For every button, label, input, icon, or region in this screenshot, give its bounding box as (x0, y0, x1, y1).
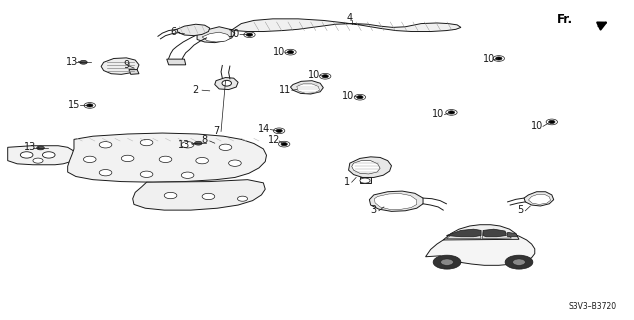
Circle shape (448, 111, 455, 114)
Circle shape (159, 156, 172, 163)
Circle shape (276, 129, 282, 132)
Polygon shape (202, 32, 231, 42)
Polygon shape (167, 59, 186, 65)
Circle shape (140, 140, 153, 146)
Circle shape (121, 155, 134, 162)
Polygon shape (290, 81, 323, 94)
Text: 13: 13 (66, 57, 78, 67)
Text: 6: 6 (170, 28, 176, 37)
Text: 10: 10 (531, 121, 543, 131)
Circle shape (42, 152, 55, 158)
Polygon shape (101, 58, 139, 74)
Polygon shape (8, 146, 74, 165)
Circle shape (433, 255, 461, 269)
Text: 15: 15 (68, 100, 80, 110)
Polygon shape (483, 229, 507, 237)
Circle shape (287, 51, 294, 54)
Text: 14: 14 (258, 124, 270, 134)
Circle shape (164, 192, 177, 199)
Text: 10: 10 (482, 54, 495, 64)
Polygon shape (425, 230, 534, 265)
Circle shape (181, 172, 194, 178)
Polygon shape (215, 77, 238, 90)
Text: 10: 10 (432, 109, 444, 119)
Circle shape (219, 144, 232, 150)
Polygon shape (297, 84, 320, 93)
Circle shape (238, 196, 247, 201)
Polygon shape (352, 161, 380, 174)
Polygon shape (529, 194, 550, 204)
Polygon shape (197, 27, 235, 43)
Polygon shape (446, 229, 481, 237)
Circle shape (87, 104, 93, 107)
Circle shape (196, 157, 209, 164)
Text: 3: 3 (371, 205, 377, 215)
Circle shape (441, 259, 453, 265)
Polygon shape (349, 157, 391, 178)
Polygon shape (133, 180, 265, 210)
Circle shape (281, 142, 287, 146)
Polygon shape (443, 225, 519, 240)
Polygon shape (482, 231, 512, 239)
Circle shape (100, 170, 112, 176)
Circle shape (80, 60, 87, 64)
Text: 1: 1 (344, 177, 351, 187)
Text: 13: 13 (23, 142, 36, 152)
Text: 2: 2 (193, 84, 199, 95)
Ellipse shape (222, 80, 231, 86)
Text: 11: 11 (280, 84, 292, 95)
Circle shape (505, 255, 533, 269)
Text: 4: 4 (347, 13, 353, 23)
Circle shape (195, 141, 202, 145)
Text: S3V3–B3720: S3V3–B3720 (569, 302, 617, 311)
Polygon shape (129, 69, 139, 74)
Circle shape (548, 120, 555, 124)
Circle shape (496, 57, 502, 60)
Text: 9: 9 (123, 60, 129, 70)
Circle shape (37, 146, 44, 150)
Text: 12: 12 (268, 135, 280, 145)
Polygon shape (360, 178, 371, 183)
Text: 10: 10 (273, 46, 285, 57)
Text: 10: 10 (228, 29, 240, 39)
Polygon shape (177, 24, 210, 36)
Text: 5: 5 (517, 205, 524, 215)
Text: 10: 10 (342, 91, 354, 101)
Circle shape (140, 171, 153, 178)
Text: 13: 13 (178, 140, 191, 150)
Circle shape (84, 156, 96, 163)
Polygon shape (375, 194, 417, 210)
Polygon shape (370, 191, 423, 212)
Text: 10: 10 (307, 70, 320, 80)
Circle shape (246, 33, 252, 36)
Polygon shape (68, 133, 266, 182)
Polygon shape (446, 231, 481, 239)
Circle shape (360, 178, 370, 183)
Circle shape (229, 160, 242, 166)
Circle shape (513, 259, 526, 265)
Circle shape (181, 142, 194, 148)
Text: 8: 8 (202, 135, 208, 145)
Polygon shape (230, 19, 461, 32)
Circle shape (357, 96, 363, 99)
Circle shape (202, 193, 215, 200)
Polygon shape (508, 232, 518, 237)
Circle shape (322, 75, 328, 78)
Circle shape (100, 142, 112, 148)
Polygon shape (524, 192, 553, 206)
Text: 7: 7 (213, 126, 219, 136)
Text: Fr.: Fr. (557, 13, 573, 26)
Circle shape (33, 158, 43, 163)
Circle shape (20, 152, 33, 158)
